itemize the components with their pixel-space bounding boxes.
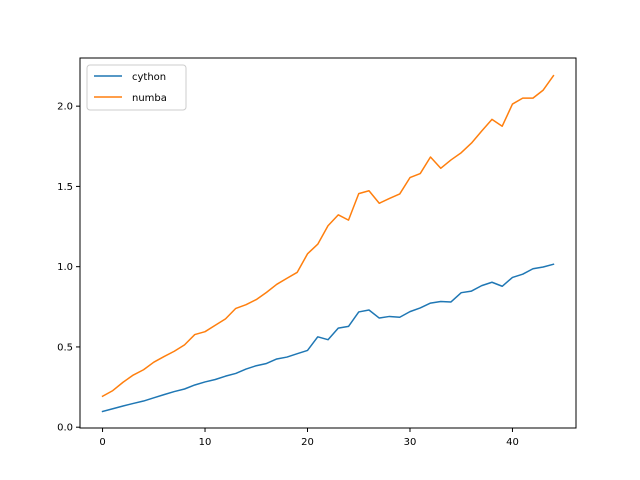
y-tick-label: 0.5 — [57, 342, 73, 353]
legend-label-cython: cython — [132, 72, 166, 83]
y-tick-label: 1.0 — [57, 262, 73, 273]
x-tick-label: 30 — [404, 437, 417, 448]
ticks-layer: 0 10 20 30 40 0.0 0.5 1.0 1.5 2.0 — [57, 102, 519, 448]
series-layer — [101, 74, 555, 413]
legend-label-numba: numba — [132, 93, 167, 104]
y-tick-label: 1.5 — [57, 182, 73, 193]
x-tick-label: 40 — [506, 437, 519, 448]
y-tick-label: 2.0 — [57, 102, 73, 113]
x-tick-label: 0 — [99, 437, 105, 448]
series-line-cython — [101, 263, 555, 413]
x-tick-label: 20 — [301, 437, 314, 448]
y-tick-label: 0.0 — [57, 423, 73, 434]
series-line-numba — [101, 74, 555, 398]
plot-frame — [79, 57, 577, 429]
legend: cython numba — [86, 64, 187, 111]
x-tick-label: 10 — [199, 437, 212, 448]
